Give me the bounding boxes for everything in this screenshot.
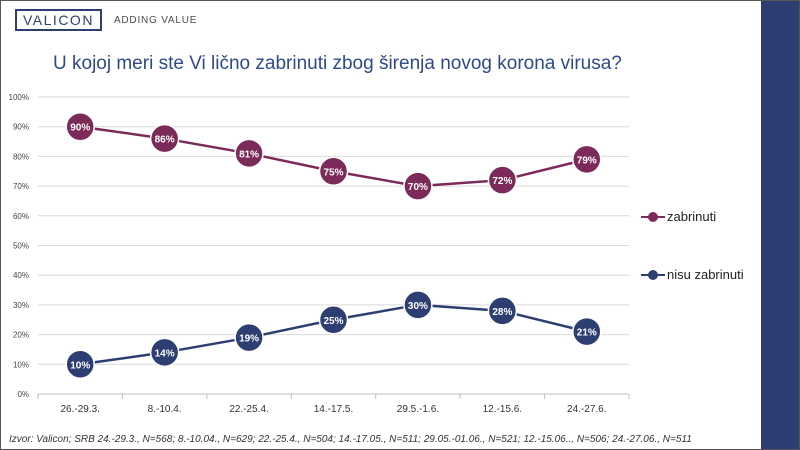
x-tick-label: 24.-27.6. xyxy=(567,404,606,415)
data-point xyxy=(487,296,518,326)
data-point xyxy=(487,165,518,195)
y-tick-label: 90% xyxy=(13,123,29,132)
data-label: 81% xyxy=(239,149,259,160)
data-label: 86% xyxy=(155,135,175,146)
legend-swatch-nisu-zabrinuti xyxy=(641,269,665,280)
y-tick-label: 20% xyxy=(13,331,29,340)
data-point xyxy=(234,322,264,353)
y-tick-label: 40% xyxy=(13,271,29,280)
data-point xyxy=(234,138,264,169)
x-tick-label: 29.5.-1.6. xyxy=(397,404,439,415)
brand-tagline: ADDING VALUE xyxy=(113,14,198,26)
x-tick-label: 8.-10.4. xyxy=(148,404,182,415)
data-label: 90% xyxy=(70,123,90,134)
data-label: 70% xyxy=(408,182,428,193)
legend-swatch-zabrinuti xyxy=(641,211,665,222)
data-point xyxy=(572,316,602,347)
x-tick-label: 12.-15.6. xyxy=(483,404,522,415)
data-label: 19% xyxy=(239,334,259,345)
y-tick-label: 30% xyxy=(13,301,29,310)
data-label: 30% xyxy=(408,301,428,312)
y-tick-label: 70% xyxy=(13,182,29,191)
x-tick-label: 26.-29.3. xyxy=(60,404,99,415)
data-point xyxy=(572,144,602,175)
y-tick-label: 80% xyxy=(13,152,29,161)
data-label: 79% xyxy=(577,155,597,166)
y-tick-label: 60% xyxy=(13,212,29,221)
data-point xyxy=(318,305,349,335)
chart-title: U kojoj meri ste Vi lično zabrinuti zbog… xyxy=(53,53,622,74)
data-label: 72% xyxy=(492,176,512,187)
source-footnote: Izvor: Valicon; SRB 24.-29.3., N=568; 8.… xyxy=(9,434,692,445)
x-tick-label: 14.-17.5. xyxy=(314,404,353,415)
legend-item-zabrinuti: zabrinuti xyxy=(641,209,716,224)
data-label: 21% xyxy=(577,328,597,339)
legend-item-nisu-zabrinuti: nisu zabrinuti xyxy=(641,267,744,282)
data-label: 25% xyxy=(323,316,343,327)
x-tick-label: 22.-25.4. xyxy=(229,404,268,415)
y-tick-label: 10% xyxy=(13,360,29,369)
data-point xyxy=(149,337,180,368)
data-label: 10% xyxy=(70,360,90,371)
data-label: 14% xyxy=(155,348,175,359)
brand-header: VALICON ADDING VALUE xyxy=(15,9,197,31)
data-label: 75% xyxy=(323,167,343,178)
data-point xyxy=(403,171,433,201)
y-tick-label: 0% xyxy=(17,390,29,399)
accent-side-bar xyxy=(761,1,799,449)
data-point xyxy=(318,156,349,186)
y-tick-label: 50% xyxy=(13,242,29,251)
valicon-logo: VALICON xyxy=(15,9,102,31)
legend-label-zabrinuti: zabrinuti xyxy=(667,209,717,224)
data-point xyxy=(403,290,433,320)
legend-label-nisu-zabrinuti: nisu zabrinuti xyxy=(667,267,744,282)
data-label: 28% xyxy=(492,307,512,318)
data-point xyxy=(65,111,95,142)
data-point xyxy=(65,349,95,380)
y-tick-label: 100% xyxy=(9,93,29,102)
data-point xyxy=(149,123,180,154)
